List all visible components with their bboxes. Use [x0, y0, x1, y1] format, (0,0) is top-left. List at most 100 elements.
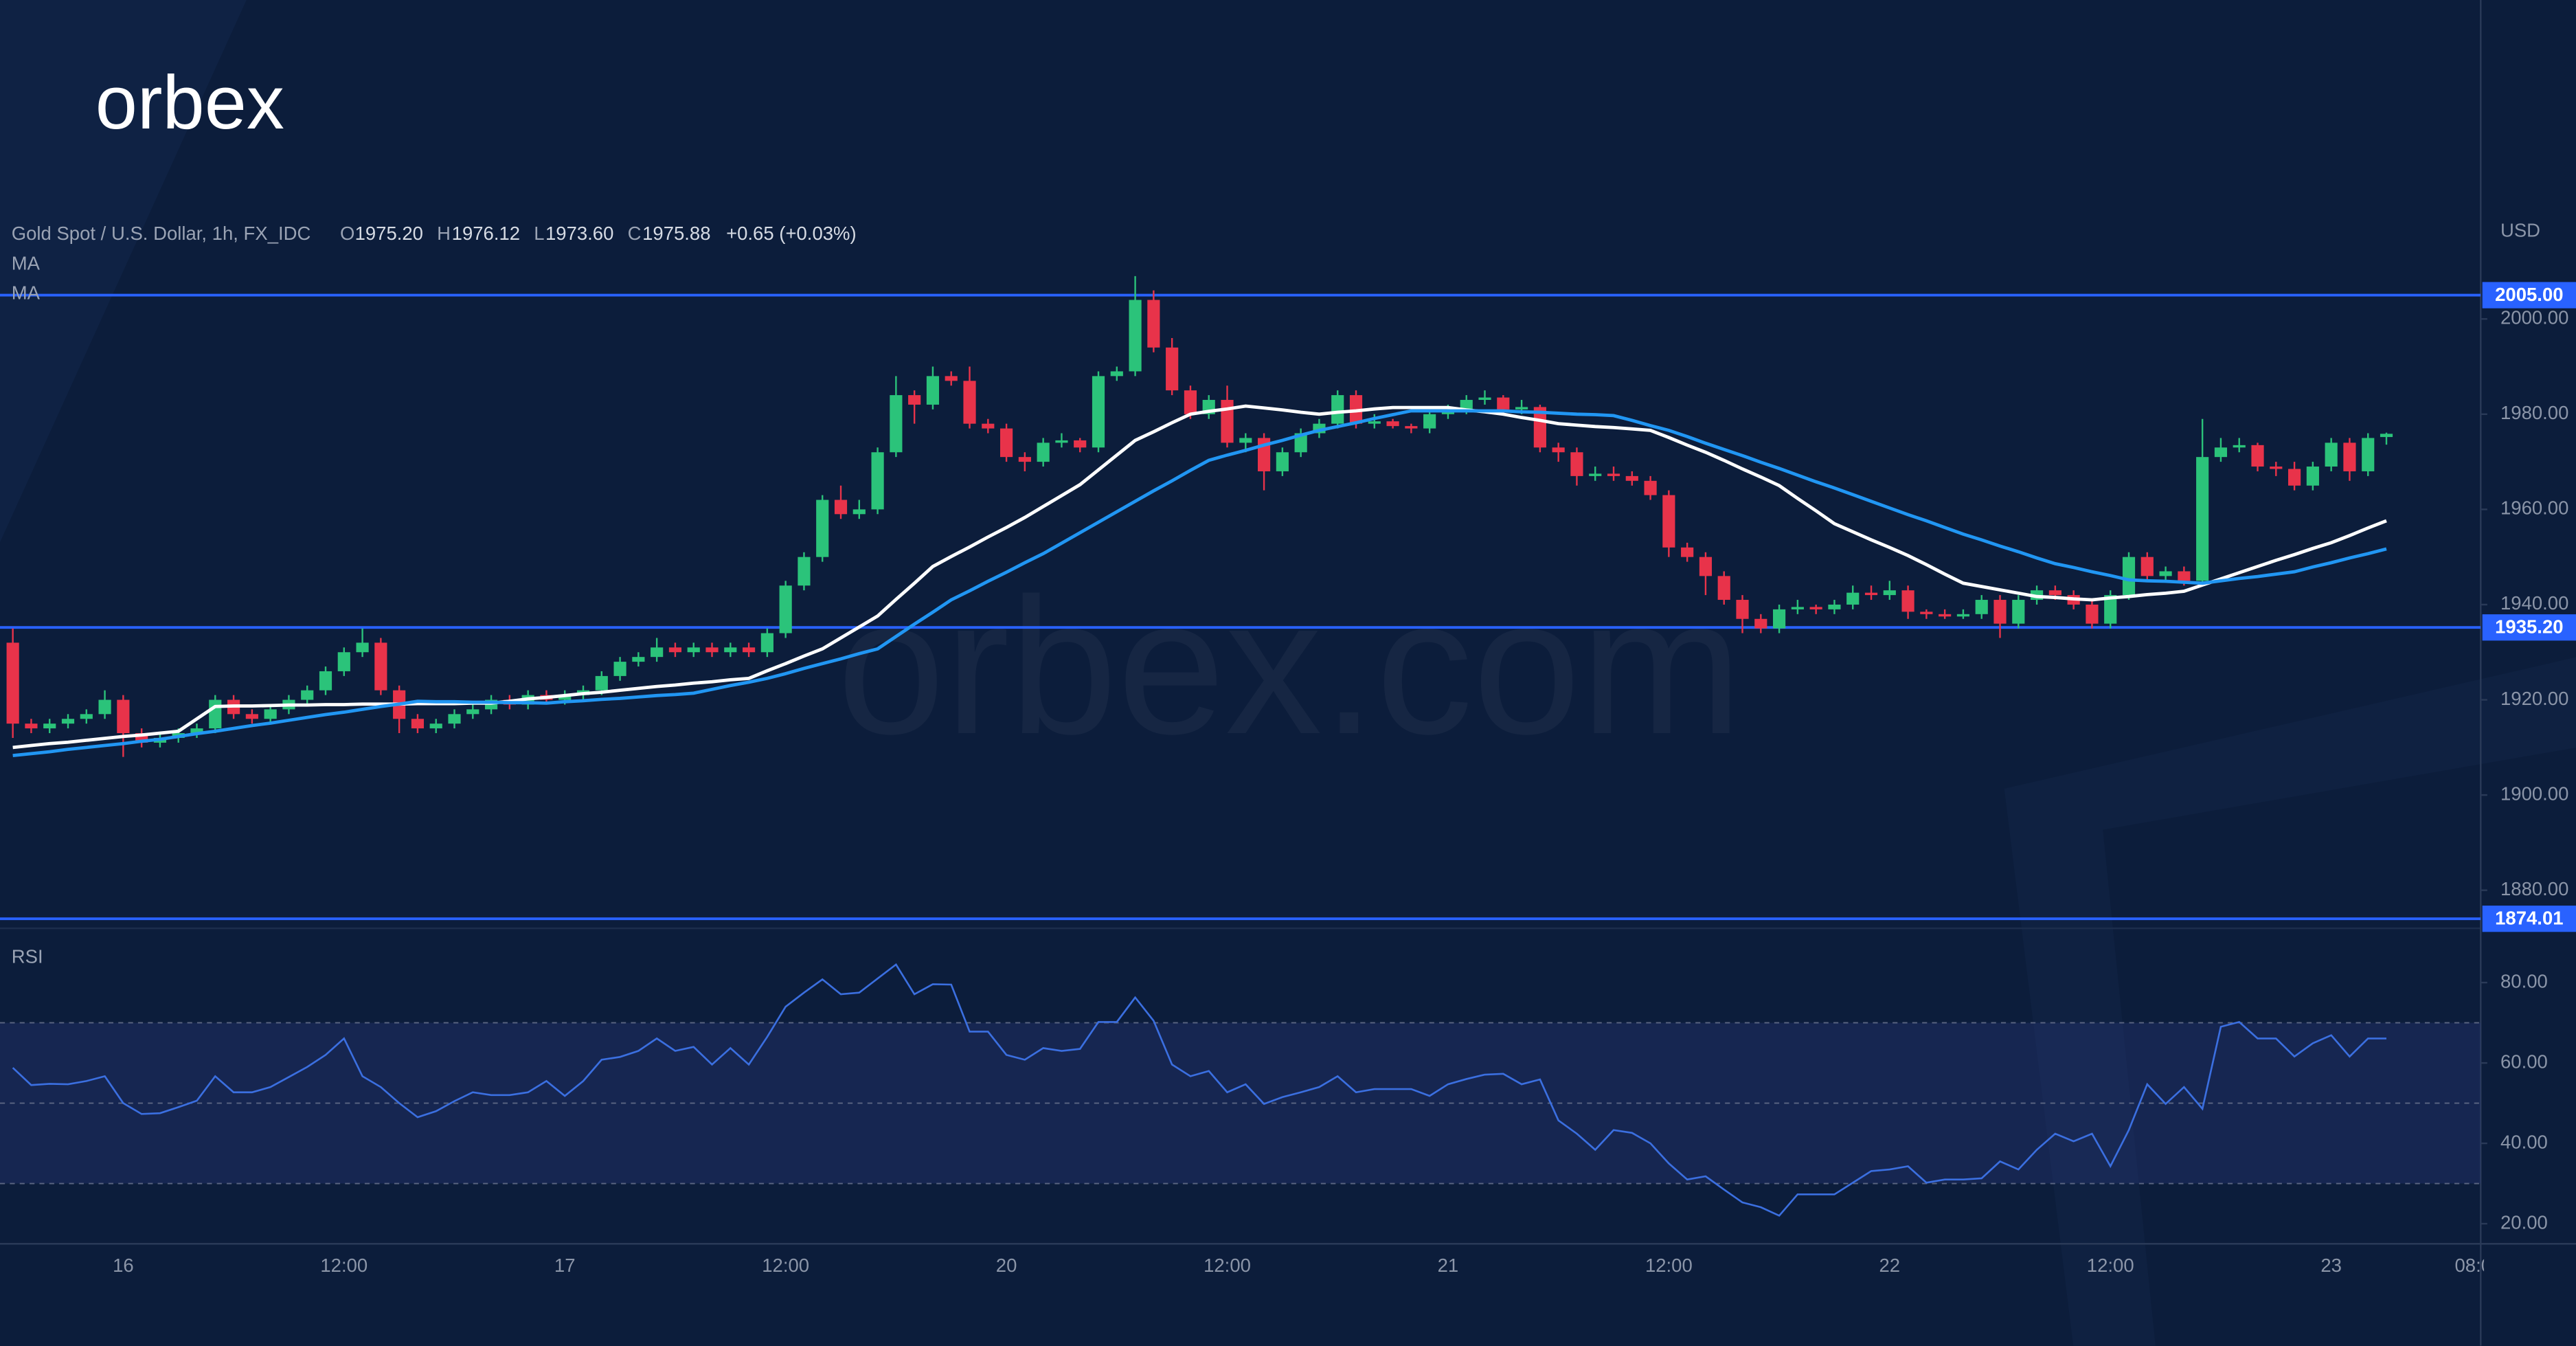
candle-body	[1939, 614, 1952, 617]
axes: 20.00 40.00 60.00 80.00 1880.00 1900.00 1920.0…	[2481, 282, 2576, 1233]
candle-body	[982, 423, 995, 429]
x-tick-label: 23	[2320, 1255, 2342, 1276]
candle-body	[705, 647, 719, 653]
candle-body	[2380, 434, 2393, 438]
ohlc-key: L	[534, 223, 544, 244]
candle-body	[1221, 400, 1234, 443]
candle-body	[1662, 495, 1675, 548]
candle-body	[651, 647, 664, 658]
candle-body	[1166, 347, 1179, 391]
rsi-band	[0, 1022, 2481, 1184]
candle-body	[356, 642, 369, 653]
candle-body	[816, 500, 829, 557]
level-label-box	[2482, 282, 2576, 309]
candle-body	[1423, 414, 1436, 429]
candle-body	[2012, 600, 2025, 624]
candle-body	[1699, 557, 1713, 576]
moving-average	[12, 409, 2387, 757]
y-tick-label: 1880.00	[2500, 878, 2568, 899]
candle-body	[1276, 452, 1289, 471]
candle-body	[1772, 609, 1786, 629]
ohlc-value: 1976.12	[452, 223, 520, 244]
time-axis: 16 12:00 17 12:00 20 12:00 21 12:00 22 12:00 23 08:…	[113, 1255, 2484, 1276]
y-tick-label: 2000.00	[2500, 306, 2568, 328]
candle-body	[2178, 571, 2191, 581]
rsi-tick-label: 20.00	[2500, 1211, 2548, 1233]
candle-body	[1460, 400, 1473, 410]
candle-body	[1533, 407, 1546, 448]
candle-body	[613, 662, 626, 676]
rsi-tick-label: 60.00	[2500, 1051, 2548, 1072]
rsi-tick-label: 40.00	[2500, 1131, 2548, 1152]
candle-body	[2140, 557, 2154, 576]
candle-body	[245, 714, 258, 719]
candle-body	[374, 642, 387, 691]
candle-body	[2048, 590, 2061, 596]
level-label: 2005.00	[2495, 284, 2563, 305]
candle-body	[1901, 590, 1914, 612]
ohlc-key: O	[340, 223, 354, 244]
candle-body	[264, 709, 277, 719]
candle-body	[1515, 407, 1528, 410]
candle-body	[2233, 445, 2246, 448]
x-tick-label: 12:00	[1645, 1255, 1693, 1276]
candle-body	[2343, 442, 2356, 471]
rsi-title: RSI	[12, 945, 43, 967]
candle-body	[2104, 595, 2117, 624]
candle-body	[1920, 612, 1933, 614]
candle-body	[1405, 426, 1418, 429]
candle-body	[448, 714, 461, 724]
candle-body	[209, 699, 222, 729]
candle-body	[779, 585, 792, 633]
candle-body	[301, 690, 314, 700]
decor-shape	[2103, 748, 2576, 1346]
candle-body	[1975, 600, 1988, 614]
candle-body	[632, 657, 645, 662]
x-tick-label: 12:00	[762, 1255, 809, 1276]
candle-body	[1239, 438, 1252, 443]
ma-legend: MA	[12, 252, 41, 273]
ma-legend: MA	[12, 282, 41, 303]
candle-body	[6, 642, 19, 724]
y-tick-label: 1980.00	[2500, 402, 2568, 423]
candle-body	[1294, 433, 1307, 453]
level-label: 1935.20	[2495, 616, 2563, 638]
symbol: Gold Spot / U.S. Dollar, 1h, FX_IDC	[12, 223, 311, 244]
candle-body	[190, 728, 203, 734]
x-tick-label: 12:00	[1204, 1255, 1251, 1276]
candle-body	[1386, 421, 1399, 427]
candle-body	[2122, 557, 2136, 596]
candle-body	[1110, 371, 1123, 377]
decor-shape	[0, 0, 247, 543]
candle-body	[2251, 445, 2264, 467]
ohlc-key: C	[628, 223, 642, 244]
y-unit: USD	[2500, 219, 2540, 240]
rsi-pane	[0, 963, 2481, 1217]
ohlc-key: H	[437, 223, 451, 244]
x-tick-label: 21	[1438, 1255, 1459, 1276]
candle-body	[1754, 618, 1767, 629]
candle-body	[1717, 576, 1730, 601]
candle-body	[98, 699, 111, 715]
candle-body	[1331, 395, 1344, 424]
level-label: 1874.01	[2495, 908, 2563, 929]
candle-body	[1883, 590, 1896, 596]
candle-body	[1055, 440, 1068, 443]
candle-body	[834, 500, 848, 515]
level-label-box	[2482, 614, 2576, 641]
candle-body	[742, 647, 756, 653]
candle-body	[1037, 442, 1050, 462]
candle-body	[1018, 457, 1031, 462]
candle-body	[926, 376, 940, 405]
logo: orbex	[95, 60, 284, 145]
candle-body	[945, 376, 958, 381]
candle-body	[117, 699, 130, 734]
x-tick-label: 17	[554, 1255, 576, 1276]
ohlc-value: 1975.20	[355, 223, 423, 244]
candle-body	[852, 509, 866, 515]
x-tick-label: 20	[996, 1255, 1017, 1276]
candle-body	[1497, 397, 1510, 410]
ohlc-value: 1973.60	[545, 223, 613, 244]
level-label-box	[2482, 906, 2576, 932]
candle-body	[2159, 571, 2172, 576]
